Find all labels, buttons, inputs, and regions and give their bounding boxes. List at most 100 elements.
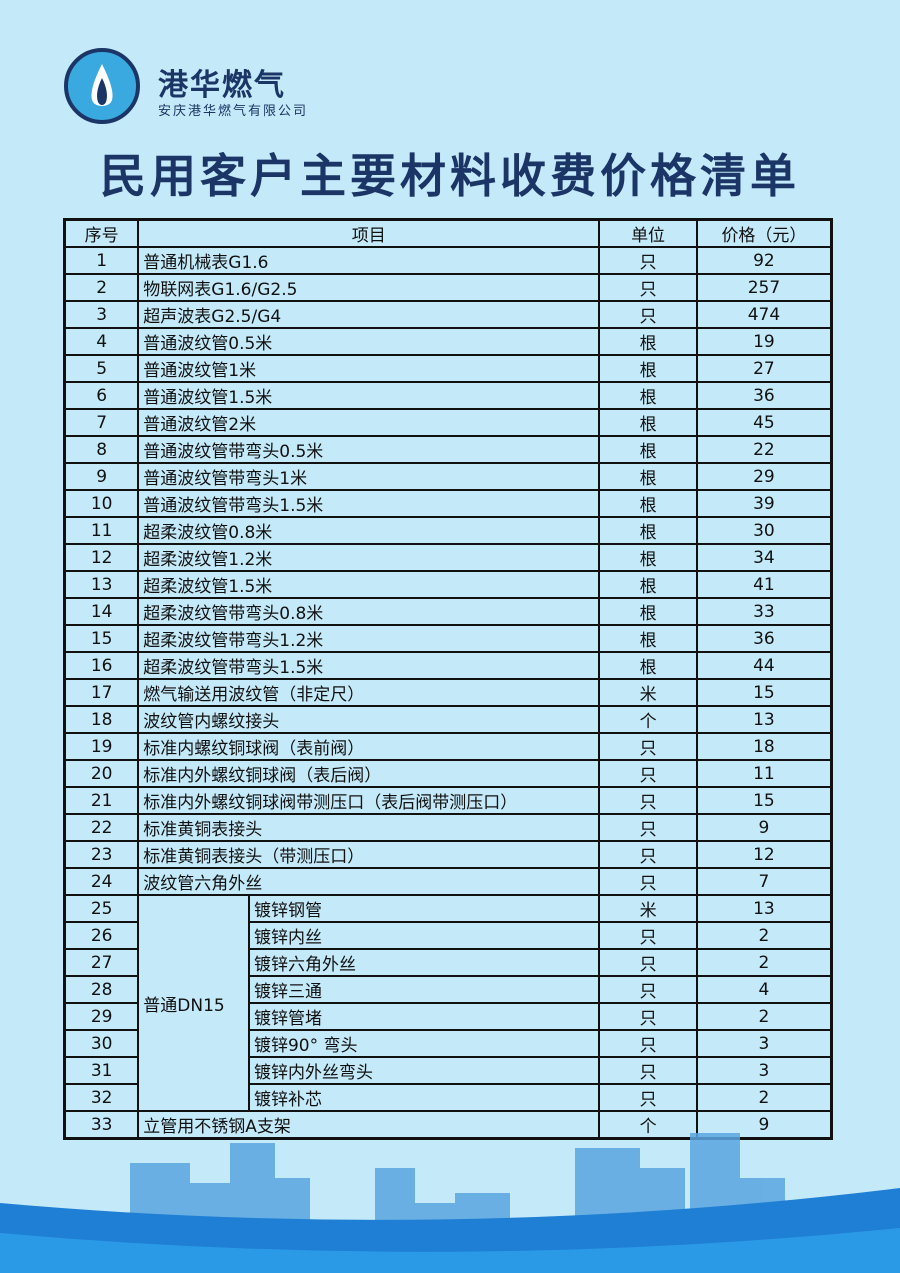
item-name: 超柔波纹管1.5米 bbox=[137, 570, 601, 599]
row-number: 7 bbox=[63, 408, 140, 437]
table-row: 3 超声波表G2.5/G4 只 474 bbox=[63, 300, 833, 329]
item-name: 普通波纹管1.5米 bbox=[137, 381, 601, 410]
col-header-unit: 单位 bbox=[598, 218, 698, 248]
row-number: 18 bbox=[63, 705, 140, 734]
unit: 只 bbox=[598, 948, 698, 977]
item-name: 普通波纹管带弯头1.5米 bbox=[137, 489, 601, 518]
unit: 根 bbox=[598, 435, 698, 464]
unit: 根 bbox=[598, 516, 698, 545]
unit: 只 bbox=[598, 1083, 698, 1112]
unit: 根 bbox=[598, 381, 698, 410]
unit: 米 bbox=[598, 894, 698, 923]
row-number: 12 bbox=[63, 543, 140, 572]
item-name: 波纹管内螺纹接头 bbox=[137, 705, 601, 734]
table-row: 30 镀锌90° 弯头只 3 bbox=[63, 1029, 833, 1058]
price: 4 bbox=[695, 975, 833, 1004]
price: 19 bbox=[695, 327, 833, 356]
row-number: 23 bbox=[63, 840, 140, 869]
unit: 根 bbox=[598, 597, 698, 626]
table-row: 15 超柔波纹管带弯头1.2米根 36 bbox=[63, 624, 833, 653]
unit: 根 bbox=[598, 651, 698, 680]
price: 2 bbox=[695, 921, 833, 950]
item-name: 普通波纹管2米 bbox=[137, 408, 601, 437]
table-row: 28 镀锌三通只 4 bbox=[63, 975, 833, 1004]
price: 2 bbox=[695, 948, 833, 977]
item-name: 镀锌内外丝弯头 bbox=[247, 1056, 601, 1085]
item-name: 普通波纹管0.5米 bbox=[137, 327, 601, 356]
price: 45 bbox=[695, 408, 833, 437]
price: 2 bbox=[695, 1002, 833, 1031]
price: 257 bbox=[695, 273, 833, 302]
table-row: 14 超柔波纹管带弯头0.8米根 33 bbox=[63, 597, 833, 626]
table-row: 24 波纹管六角外丝只 7 bbox=[63, 867, 833, 896]
table-row: 33 立管用不锈钢A支架个 9 bbox=[63, 1110, 833, 1140]
table-row: 21 标准内外螺纹铜球阀带测压口（表后阀带测压口）只 15 bbox=[63, 786, 833, 815]
table-row: 20 标准内外螺纹铜球阀（表后阀）只 11 bbox=[63, 759, 833, 788]
row-number: 11 bbox=[63, 516, 140, 545]
unit: 米 bbox=[598, 678, 698, 707]
unit: 只 bbox=[598, 300, 698, 329]
item-name: 镀锌钢管 bbox=[247, 894, 601, 923]
price: 9 bbox=[695, 813, 833, 842]
price: 3 bbox=[695, 1056, 833, 1085]
price: 34 bbox=[695, 543, 833, 572]
item-name: 普通波纹管带弯头1米 bbox=[137, 462, 601, 491]
row-number: 2 bbox=[63, 273, 140, 302]
table-row: 8 普通波纹管带弯头0.5米根 22 bbox=[63, 435, 833, 464]
item-name: 标准内外螺纹铜球阀带测压口（表后阀带测压口） bbox=[137, 786, 601, 815]
row-number: 30 bbox=[63, 1029, 140, 1058]
unit: 根 bbox=[598, 408, 698, 437]
item-name: 超柔波纹管0.8米 bbox=[137, 516, 601, 545]
group-label: 普通DN15 bbox=[137, 894, 250, 1112]
unit: 根 bbox=[598, 489, 698, 518]
row-number: 13 bbox=[63, 570, 140, 599]
item-name: 镀锌补芯 bbox=[247, 1083, 601, 1112]
row-number: 26 bbox=[63, 921, 140, 950]
unit: 个 bbox=[598, 705, 698, 734]
price: 92 bbox=[695, 246, 833, 275]
item-name: 立管用不锈钢A支架 bbox=[137, 1110, 601, 1140]
table-header: 序号 项目 单位 价格（元） bbox=[63, 218, 833, 248]
row-number: 14 bbox=[63, 597, 140, 626]
unit: 只 bbox=[598, 1002, 698, 1031]
row-number: 24 bbox=[63, 867, 140, 896]
table-row: 5 普通波纹管1米根 27 bbox=[63, 354, 833, 383]
row-number: 19 bbox=[63, 732, 140, 761]
price: 33 bbox=[695, 597, 833, 626]
price: 15 bbox=[695, 678, 833, 707]
unit: 只 bbox=[598, 1056, 698, 1085]
price: 13 bbox=[695, 705, 833, 734]
table-row: 26 镀锌内丝只 2 bbox=[63, 921, 833, 950]
item-name: 镀锌三通 bbox=[247, 975, 601, 1004]
row-number: 9 bbox=[63, 462, 140, 491]
unit: 根 bbox=[598, 327, 698, 356]
company-name: 安庆港华燃气有限公司 bbox=[158, 104, 309, 119]
row-number: 16 bbox=[63, 651, 140, 680]
row-number: 3 bbox=[63, 300, 140, 329]
table-row: 12 超柔波纹管1.2米根 34 bbox=[63, 543, 833, 572]
table-row: 23 标准黄铜表接头（带测压口）只 12 bbox=[63, 840, 833, 869]
price: 22 bbox=[695, 435, 833, 464]
row-number: 21 bbox=[63, 786, 140, 815]
brand-name: 港华燃气 bbox=[158, 68, 286, 103]
item-name: 标准内外螺纹铜球阀（表后阀） bbox=[137, 759, 601, 788]
row-number: 8 bbox=[63, 435, 140, 464]
unit: 只 bbox=[598, 786, 698, 815]
row-number: 20 bbox=[63, 759, 140, 788]
row-number: 15 bbox=[63, 624, 140, 653]
city-skyline-decoration bbox=[0, 1133, 900, 1273]
price: 18 bbox=[695, 732, 833, 761]
unit: 只 bbox=[598, 867, 698, 896]
item-name: 镀锌90° 弯头 bbox=[247, 1029, 601, 1058]
unit: 只 bbox=[598, 1029, 698, 1058]
price: 30 bbox=[695, 516, 833, 545]
item-name: 标准黄铜表接头 bbox=[137, 813, 601, 842]
price: 36 bbox=[695, 624, 833, 653]
item-name: 燃气输送用波纹管（非定尺） bbox=[137, 678, 601, 707]
table-row: 1 普通机械表G1.6 只 92 bbox=[63, 246, 833, 275]
unit: 只 bbox=[598, 975, 698, 1004]
price: 7 bbox=[695, 867, 833, 896]
table-row: 9 普通波纹管带弯头1米根 29 bbox=[63, 462, 833, 491]
row-number: 1 bbox=[63, 246, 140, 275]
